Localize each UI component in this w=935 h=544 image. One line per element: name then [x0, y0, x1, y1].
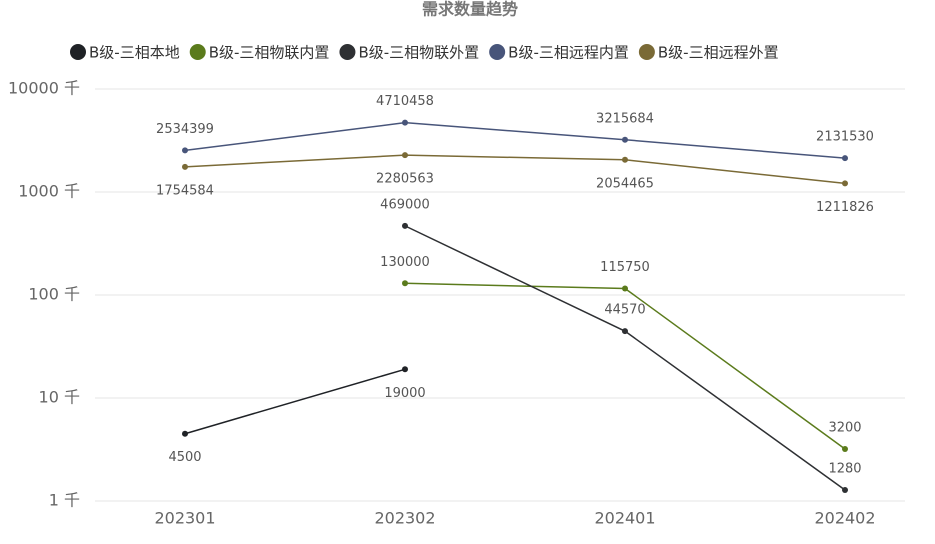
- point: [182, 163, 188, 170]
- legend-label: B级-三相远程内置: [508, 44, 629, 62]
- chart-title: 需求数量趋势: [422, 0, 518, 19]
- point: [402, 366, 408, 373]
- value-label: 4710458: [376, 94, 434, 109]
- x-tick-label: 202402: [814, 509, 875, 528]
- point: [842, 180, 848, 187]
- value-label: 130000: [380, 255, 430, 270]
- point: [842, 486, 848, 493]
- series-line: [184, 121, 846, 159]
- value-label: 469000: [380, 197, 430, 212]
- point: [402, 222, 408, 229]
- legend-label: B级-三相物联外置: [358, 44, 479, 62]
- y-tick-label: 1000 千: [18, 182, 80, 201]
- x-tick-label: 202401: [594, 509, 655, 528]
- legend-label: B级-三相物联内置: [209, 44, 330, 62]
- point: [842, 155, 848, 162]
- point: [402, 119, 408, 126]
- legend-label: B级-三相远程外置: [658, 44, 779, 62]
- legend-marker: [489, 44, 506, 60]
- point: [622, 285, 628, 292]
- value-label: 3215684: [596, 111, 654, 126]
- value-label: 1754584: [156, 183, 214, 198]
- value-label: 19000: [384, 386, 425, 401]
- point: [622, 328, 628, 335]
- x-tick-label: 202302: [374, 509, 435, 528]
- point: [622, 136, 628, 143]
- series-line: [184, 368, 406, 435]
- point: [622, 156, 628, 163]
- y-tick-label: 10 千: [39, 388, 80, 407]
- legend-marker: [638, 44, 655, 60]
- legend-marker: [70, 44, 86, 60]
- value-label: 115750: [600, 260, 650, 275]
- point: [182, 430, 188, 437]
- value-label: 2131530: [816, 130, 874, 145]
- point: [842, 445, 848, 452]
- legend-label: B级-三相本地: [89, 44, 180, 62]
- value-label: 3200: [828, 420, 861, 435]
- point: [402, 152, 408, 159]
- value-label: 44570: [604, 303, 645, 318]
- point: [402, 280, 408, 287]
- value-label: 1280: [828, 461, 861, 476]
- x-tick-label: 202301: [154, 509, 215, 528]
- value-label: 1211826: [816, 200, 874, 215]
- value-label: 2280563: [376, 172, 434, 187]
- value-label: 2534399: [156, 122, 214, 137]
- y-tick-label: 100 千: [28, 285, 80, 304]
- legend-marker: [189, 44, 206, 60]
- value-label: 2054465: [596, 176, 654, 191]
- point: [182, 147, 188, 154]
- y-tick-label: 10000 千: [8, 79, 80, 98]
- series-line: [184, 154, 846, 185]
- value-label: 4500: [168, 450, 201, 465]
- legend-marker: [339, 44, 356, 60]
- y-tick-label: 1 千: [49, 491, 80, 510]
